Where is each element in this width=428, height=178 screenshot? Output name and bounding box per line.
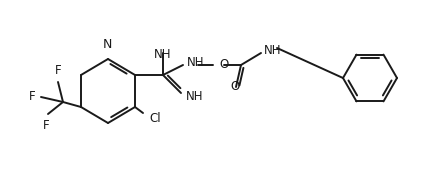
Text: NH: NH	[186, 90, 203, 103]
Text: F: F	[55, 64, 61, 77]
Text: Cl: Cl	[149, 112, 160, 125]
Text: F: F	[30, 90, 36, 103]
Text: O: O	[219, 59, 228, 72]
Text: N: N	[102, 38, 112, 51]
Text: F: F	[43, 119, 49, 132]
Text: NH: NH	[154, 48, 172, 61]
Text: NH: NH	[187, 56, 205, 69]
Text: NH: NH	[264, 43, 282, 56]
Text: O: O	[230, 80, 240, 93]
